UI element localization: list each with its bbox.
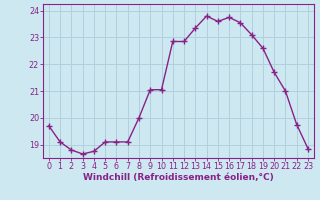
- X-axis label: Windchill (Refroidissement éolien,°C): Windchill (Refroidissement éolien,°C): [83, 173, 274, 182]
